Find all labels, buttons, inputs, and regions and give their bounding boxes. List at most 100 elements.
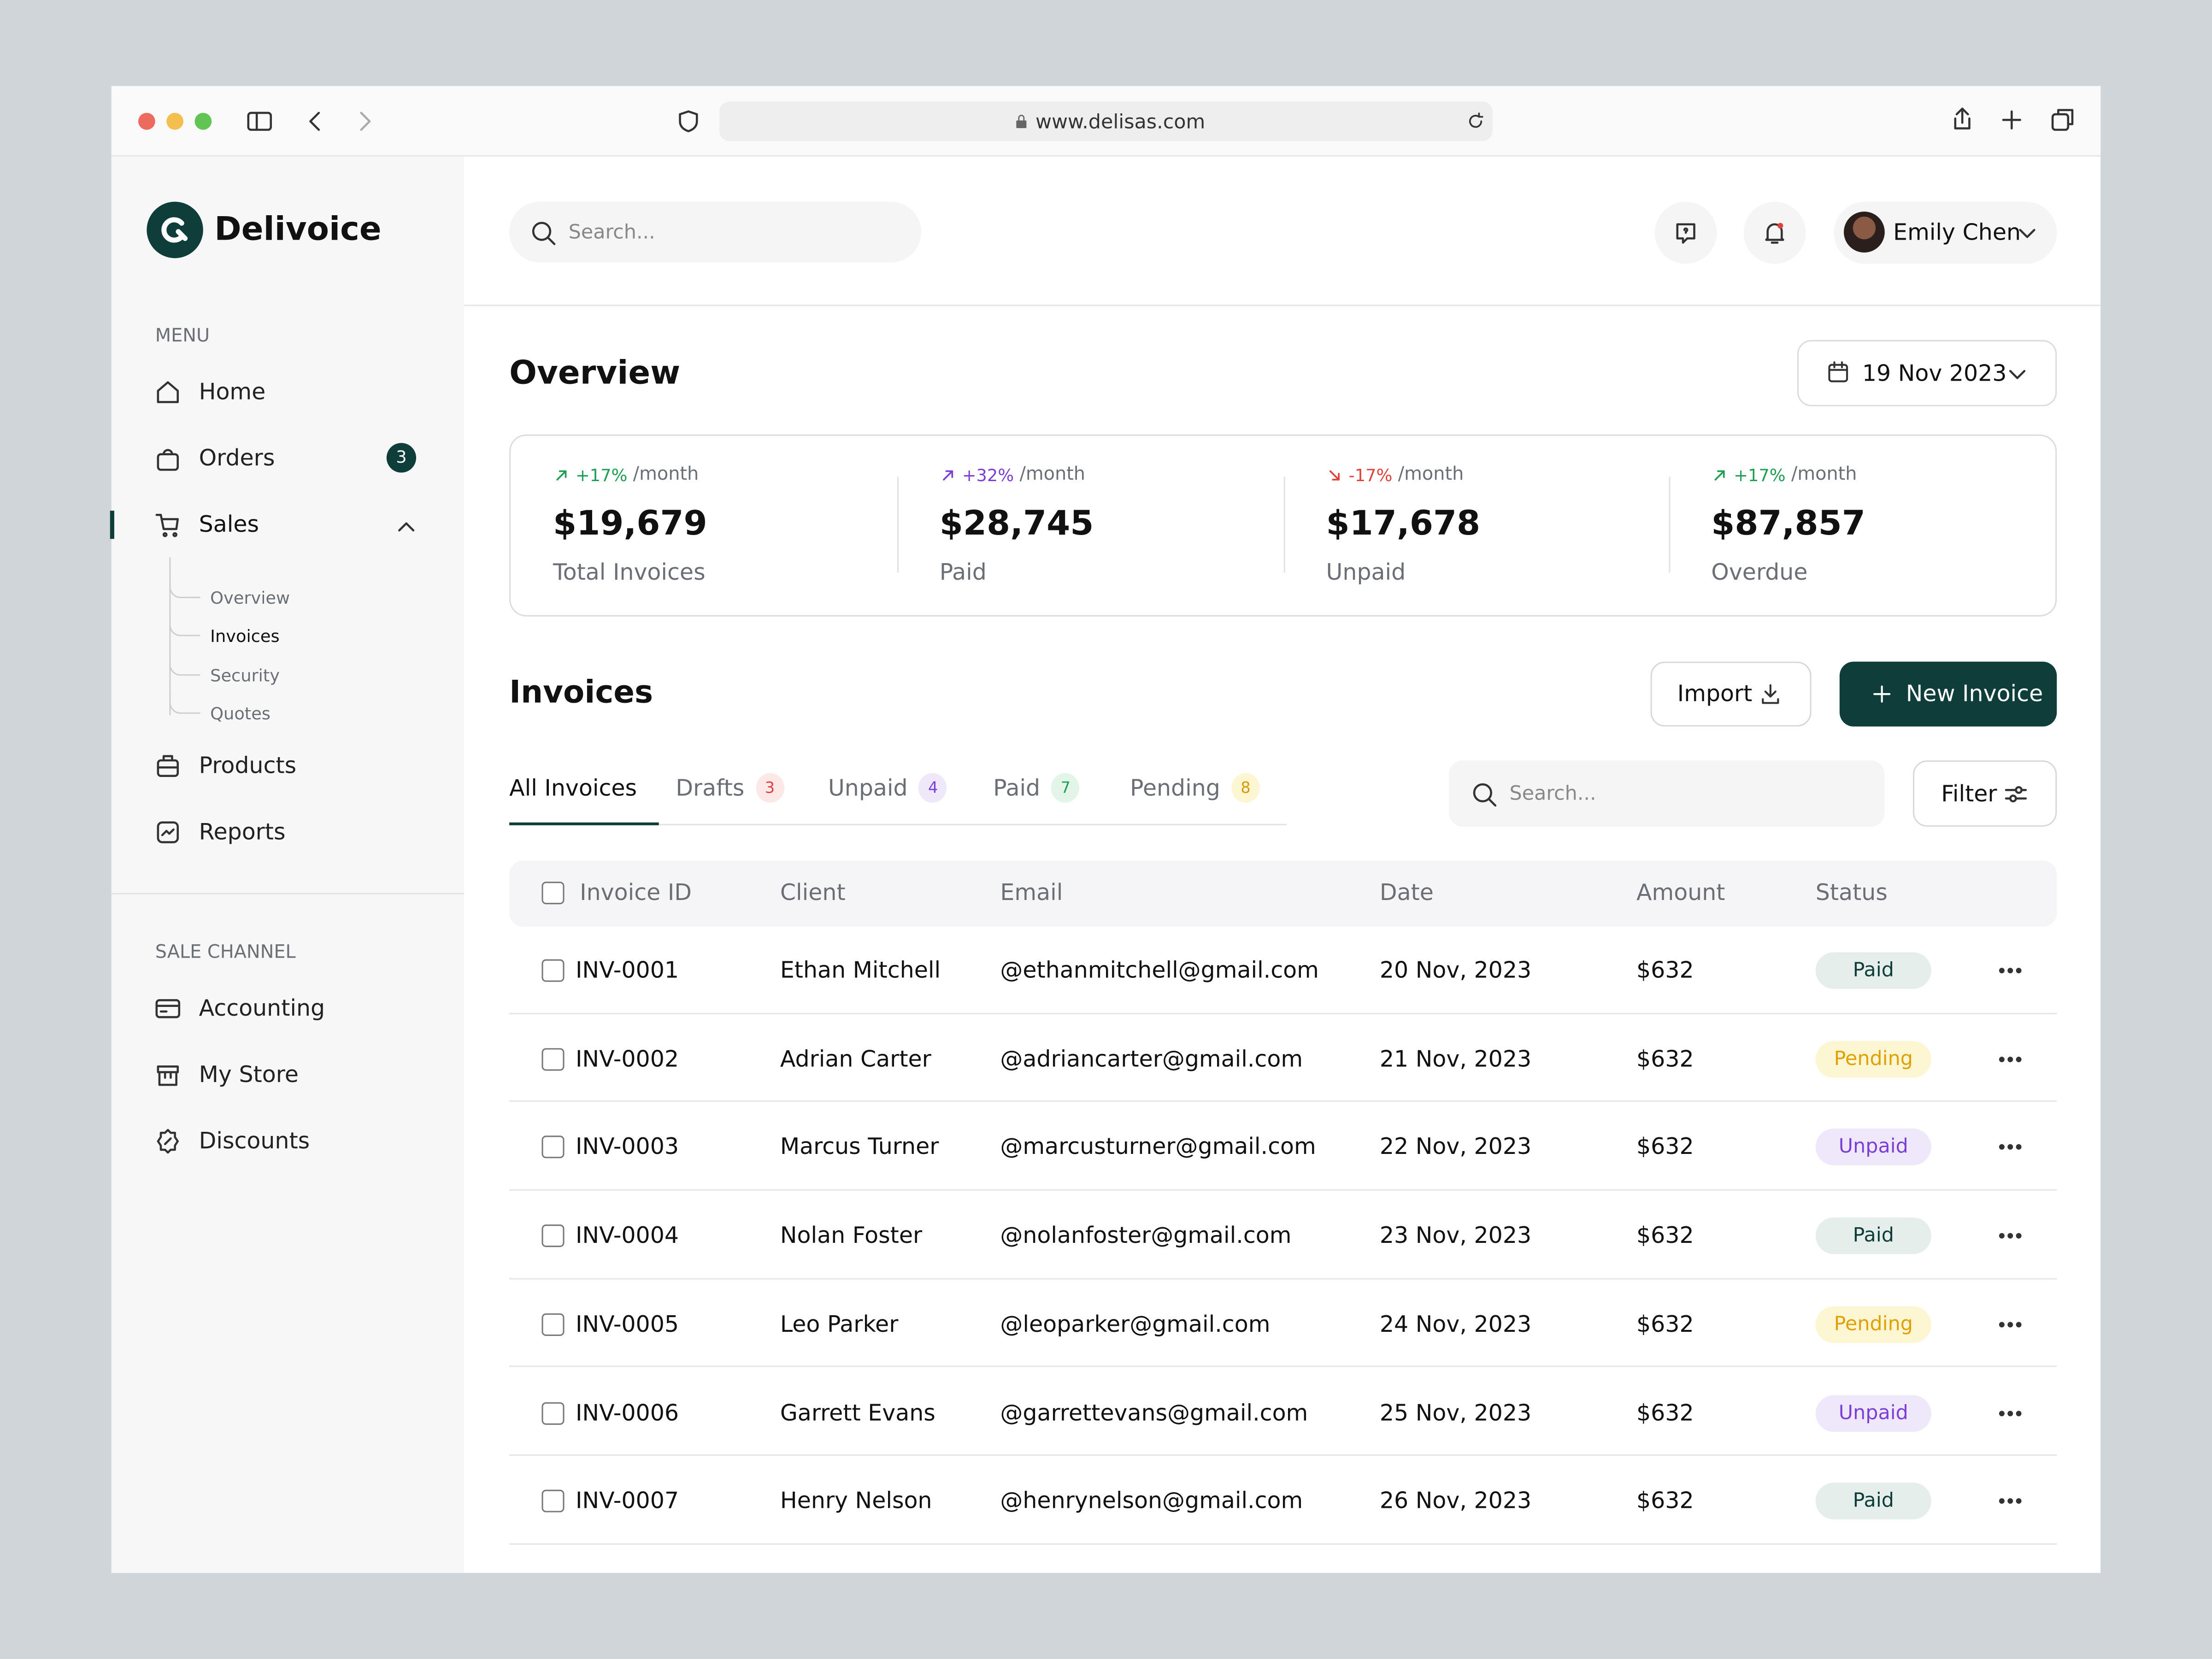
tab-count: 7	[1051, 773, 1080, 803]
window-control[interactable]	[166, 112, 183, 130]
row-checkbox[interactable]	[541, 1047, 565, 1071]
calendar-icon	[1828, 361, 1848, 382]
status-badge: Paid	[1815, 1218, 1931, 1254]
row-actions[interactable]	[1996, 1487, 2024, 1515]
submenu-branch	[169, 578, 200, 598]
row-actions[interactable]	[1996, 1310, 2024, 1338]
tab[interactable]: Paid	[993, 774, 1041, 801]
row-checkbox[interactable]	[541, 1313, 565, 1336]
channel-item[interactable]: Accounting	[199, 994, 325, 1022]
back-button[interactable]	[302, 107, 330, 135]
row-actions[interactable]	[1996, 1045, 2024, 1073]
forward-button[interactable]	[350, 107, 378, 135]
submenu-item[interactable]: Quotes	[210, 704, 271, 724]
channel-icon[interactable]	[154, 1061, 182, 1089]
channel-item[interactable]: My Store	[199, 1061, 299, 1088]
submenu-branch	[169, 694, 200, 714]
cell: @adriancarter@gmail.com	[1000, 1045, 1303, 1072]
stat-value: $87,857	[1711, 503, 1865, 543]
stat-change: +17%	[575, 465, 628, 486]
share-button[interactable]	[1948, 105, 1977, 133]
column-header: Email	[1000, 879, 1063, 906]
stat-period: /month	[1398, 464, 1464, 486]
stat-period: /month	[1019, 464, 1086, 486]
status-badge: Paid	[1815, 1483, 1931, 1520]
filter-icon	[2005, 786, 2027, 803]
tab[interactable]: Drafts	[676, 774, 745, 801]
tab[interactable]: Unpaid	[828, 774, 908, 801]
cell: 21 Nov, 2023	[1379, 1045, 1532, 1072]
cell: 24 Nov, 2023	[1379, 1310, 1532, 1337]
stat-label: Unpaid	[1326, 559, 1406, 586]
row-actions[interactable]	[1996, 1399, 2024, 1427]
cell: INV-0001	[575, 956, 679, 983]
import-icon	[1762, 684, 1779, 704]
menu-item[interactable]: Sales	[199, 511, 259, 538]
row-checkbox[interactable]	[541, 1136, 565, 1159]
sidebar-toggle[interactable]	[246, 107, 274, 135]
submenu-item[interactable]: Security	[210, 665, 280, 686]
import-button[interactable]	[1650, 661, 1812, 727]
cell: INV-0004	[575, 1222, 679, 1249]
filter-label: Filter	[1941, 780, 1997, 807]
menu-icon[interactable]	[154, 378, 182, 406]
cell: $632	[1636, 1045, 1694, 1072]
row-checkbox[interactable]	[541, 1490, 565, 1513]
row-actions[interactable]	[1996, 957, 2024, 985]
row-actions[interactable]	[1996, 1133, 2024, 1161]
window-control[interactable]	[194, 112, 212, 130]
cell: Ethan Mitchell	[780, 956, 941, 983]
menu-item[interactable]: Home	[199, 378, 266, 405]
table-row	[509, 925, 2057, 1014]
menu-icon[interactable]	[154, 444, 182, 472]
reload-icon[interactable]	[1465, 110, 1487, 133]
filter-button[interactable]	[1913, 760, 2057, 827]
cell: INV-0002	[575, 1045, 679, 1072]
status-badge: Unpaid	[1815, 1394, 1931, 1431]
brand-name: Delivoice	[214, 212, 382, 248]
menu-item[interactable]: Orders	[199, 444, 275, 471]
channel-icon[interactable]	[154, 1127, 182, 1155]
column-header: Date	[1379, 879, 1434, 906]
tab[interactable]: Pending	[1130, 774, 1220, 801]
cell: INV-0003	[575, 1133, 679, 1160]
cell: @ethanmitchell@gmail.com	[1000, 956, 1319, 983]
tabs-button[interactable]	[2048, 106, 2077, 134]
table-row	[509, 1279, 2057, 1368]
channel-icon[interactable]	[154, 994, 182, 1023]
menu-icon[interactable]	[154, 818, 182, 847]
column-header: Amount	[1636, 879, 1725, 906]
menu-icon[interactable]	[154, 752, 182, 780]
channel-item[interactable]: Discounts	[199, 1127, 310, 1154]
table-row	[509, 1014, 2057, 1102]
user-avatar	[1844, 212, 1885, 253]
window-control[interactable]	[138, 112, 155, 130]
row-checkbox[interactable]	[541, 1224, 565, 1247]
submenu-branch	[169, 656, 200, 676]
new-tab-button[interactable]	[1998, 106, 2026, 134]
select-all-checkbox[interactable]	[541, 882, 565, 905]
table-search[interactable]	[1448, 760, 1885, 827]
cell: INV-0007	[575, 1487, 679, 1514]
submenu-item[interactable]: Invoices	[210, 626, 280, 647]
status-badge: Pending	[1815, 1041, 1931, 1077]
tab[interactable]: All Invoices	[509, 774, 637, 801]
column-header: Status	[1815, 879, 1888, 906]
menu-item[interactable]: Products	[199, 752, 297, 779]
search-box[interactable]	[509, 201, 921, 263]
cell: Garrett Evans	[780, 1399, 935, 1426]
cell: Leo Parker	[780, 1310, 899, 1337]
row-checkbox[interactable]	[541, 959, 565, 982]
menu-item[interactable]: Reports	[199, 818, 286, 845]
notification-button[interactable]	[1743, 201, 1806, 264]
stat-label: Total Invoices	[553, 559, 706, 586]
menu-icon[interactable]	[154, 511, 182, 539]
row-actions[interactable]	[1996, 1222, 2024, 1250]
sidebar-divider	[111, 893, 465, 894]
submenu-item[interactable]: Overview	[210, 588, 290, 608]
row-checkbox[interactable]	[541, 1401, 565, 1424]
collapse-chevron[interactable]	[392, 512, 420, 540]
address-bar[interactable]	[719, 101, 1493, 141]
